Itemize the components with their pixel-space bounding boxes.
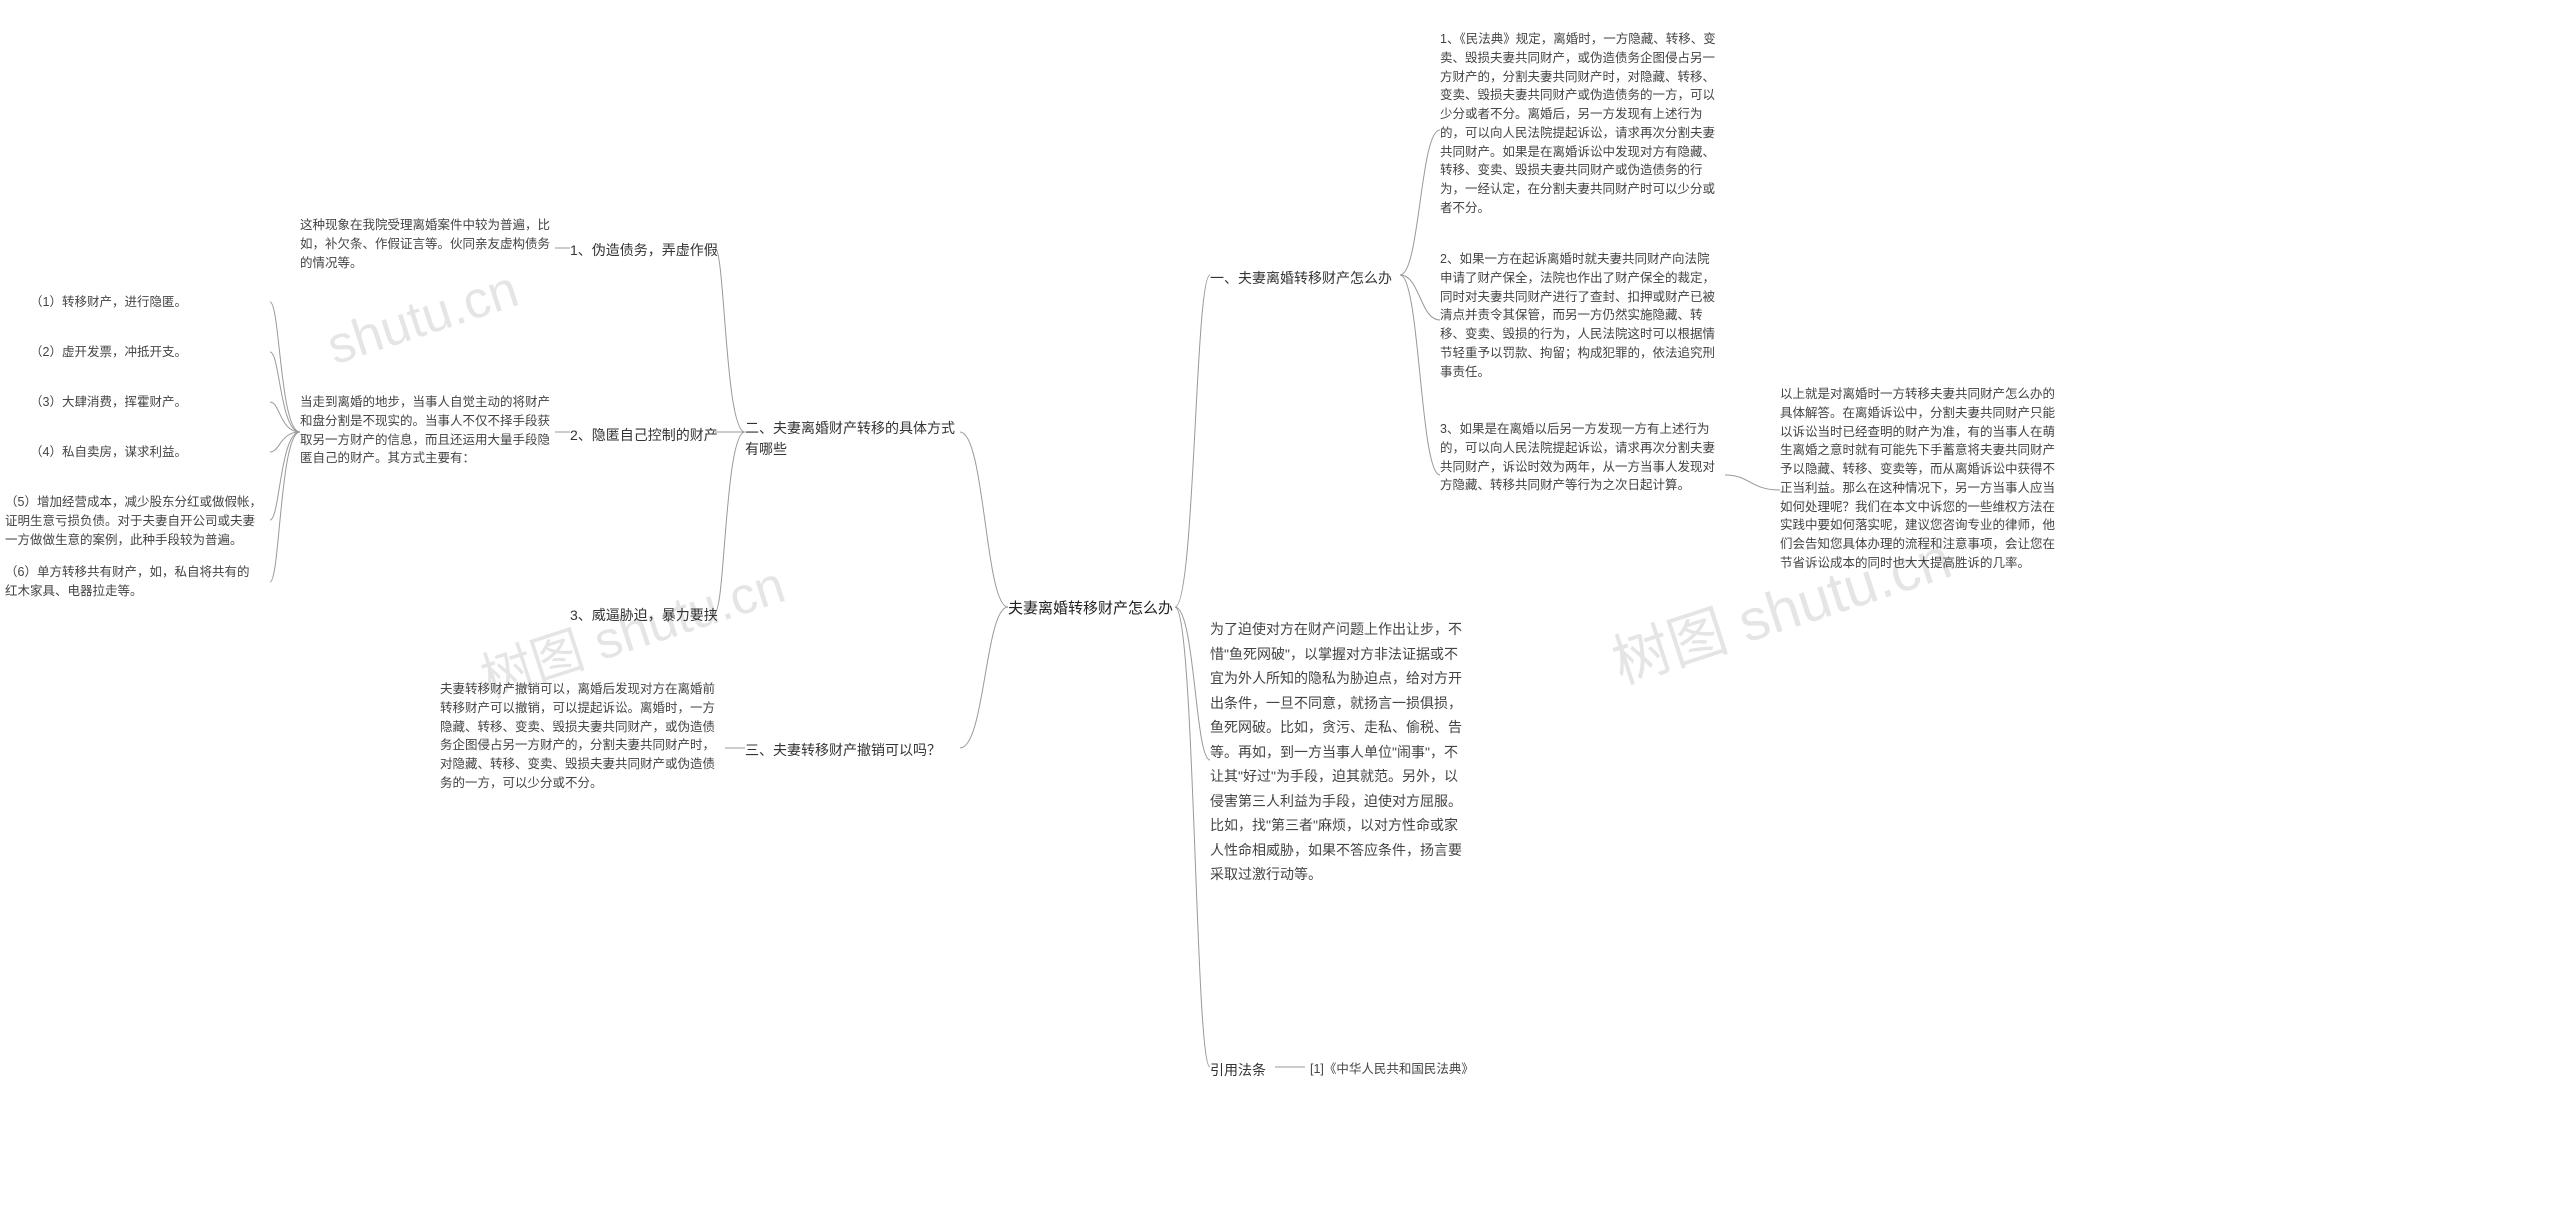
left-branch-1: 二、夫妻离婚财产转移的具体方式有哪些	[745, 418, 955, 460]
left-branch-1-sub-2-text: 当走到离婚的地步，当事人自觉主动的将财产和盘分割是不现实的。当事人不仅不择手段获…	[300, 393, 550, 468]
watermark: shutu.cn	[320, 259, 525, 377]
left-bullet-5: （5）增加经营成本，减少股东分红或做假帐，证明生意亏损负债。对于夫妻自开公司或夫…	[5, 493, 265, 549]
right-branch-2: 为了迫使对方在财产问题上作出让步，不惜"鱼死网破"，以掌握对方非法证据或不宜为外…	[1210, 617, 1470, 887]
left-branch-1-sub-2: 2、隐匿自己控制的财产	[570, 425, 718, 446]
right-branch-1-child-3: 3、如果是在离婚以后另一方发现一方有上述行为的，可以向人民法院提起诉讼，请求再次…	[1440, 420, 1720, 495]
left-bullet-2: （2）虚开发票，冲抵开支。	[30, 343, 210, 362]
right-branch-1-child-1: 1、《民法典》规定，离婚时，一方隐藏、转移、变卖、毁损夫妻共同财产，或伪造债务企…	[1440, 30, 1720, 218]
left-bullet-1: （1）转移财产，进行隐匿。	[30, 293, 210, 312]
left-bullet-3: （3）大肆消费，挥霍财产。	[30, 393, 210, 412]
left-branch-1-sub-1-text: 这种现象在我院受理离婚案件中较为普遍，比如，补欠条、作假证言等。伙同亲友虚构债务…	[300, 216, 550, 272]
left-branch-1-sub-1: 1、伪造债务，弄虚作假	[570, 240, 718, 261]
left-branch-2-text: 夫妻转移财产撤销可以，离婚后发现对方在离婚前转移财产可以撤销，可以提起诉讼。离婚…	[440, 680, 720, 793]
right-branch-1-child-3-attach: 以上就是对离婚时一方转移夫妻共同财产怎么办的具体解答。在离婚诉讼中，分割夫妻共同…	[1780, 385, 2060, 573]
right-branch-3-child-1: [1]《中华人民共和国民法典》	[1310, 1060, 1530, 1079]
right-branch-1: 一、夫妻离婚转移财产怎么办	[1210, 268, 1392, 289]
right-branch-1-child-2: 2、如果一方在起诉离婚时就夫妻共同财产向法院申请了财产保全，法院也作出了财产保全…	[1440, 250, 1720, 381]
left-branch-1-sub-3: 3、威逼胁迫，暴力要挟	[570, 605, 718, 626]
right-branch-3: 引用法条	[1210, 1060, 1266, 1081]
left-branch-2: 三、夫妻转移财产撤销可以吗？	[745, 740, 955, 761]
connector-layer	[0, 0, 2560, 1215]
left-bullet-6: （6）单方转移共有财产，如，私自将共有的红木家具、电器拉走等。	[5, 563, 255, 601]
left-bullet-4: （4）私自卖房，谋求利益。	[30, 443, 210, 462]
mindmap-center: 夫妻离婚转移财产怎么办	[1008, 598, 1173, 621]
